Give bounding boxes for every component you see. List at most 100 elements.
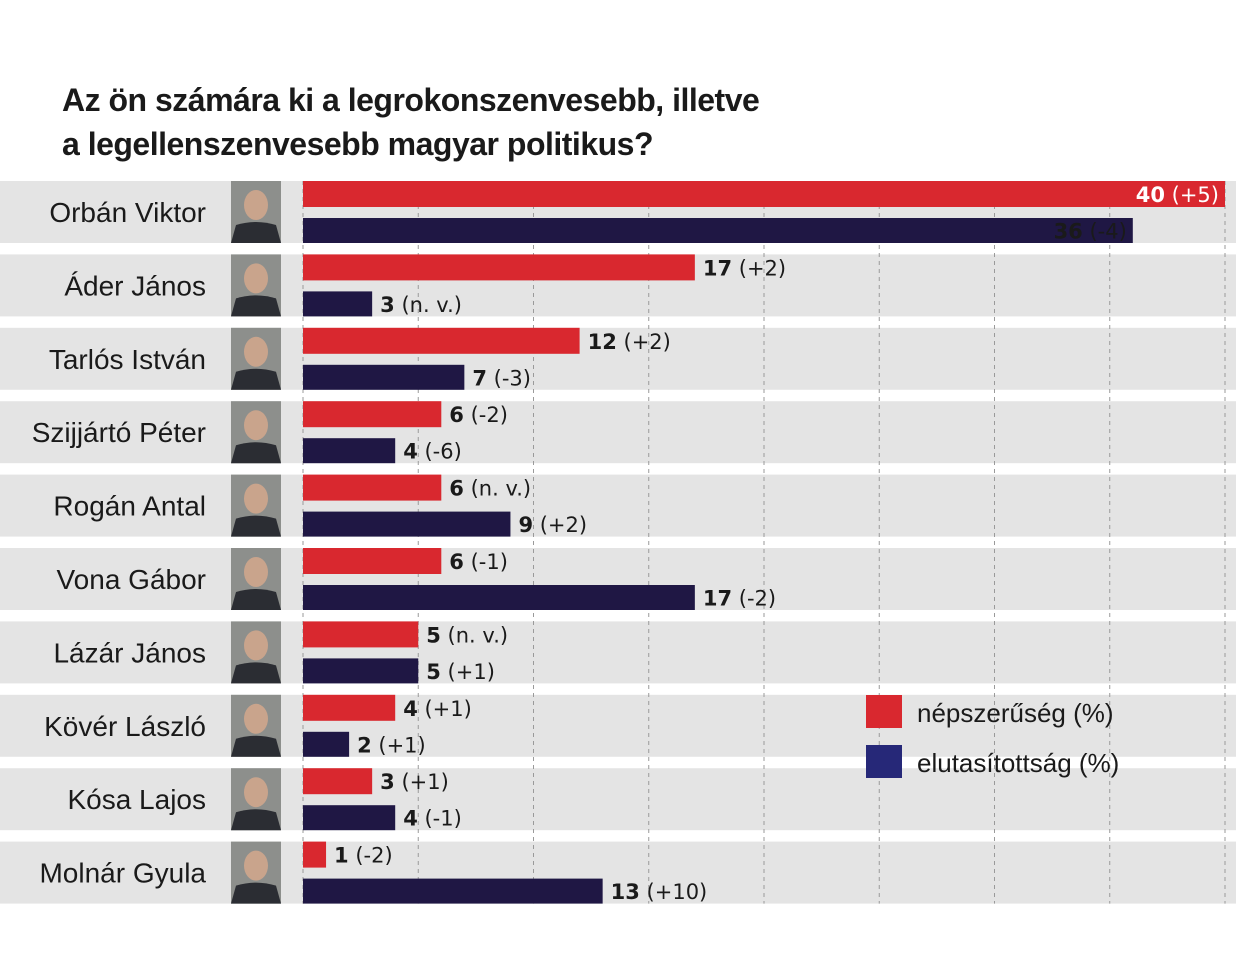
data-value: 13 [611,880,640,904]
bar-rejection [303,438,396,464]
data-label: 36 (-4) [1054,220,1127,244]
politician-photo [231,694,281,757]
data-label: 3 (+1) [380,770,449,794]
politician-photo [231,401,281,464]
data-label: 5 (+1) [426,660,495,684]
category-label: Lázár János [53,637,206,668]
bar-popularity [303,694,396,721]
photo-suit [231,368,281,390]
bar-rejection [303,878,603,904]
data-label: 9 (+2) [518,513,587,537]
legend-label: népszerűség (%) [917,698,1114,728]
category-label: Kósa Lajos [67,784,206,815]
data-value: 3 [380,770,395,794]
photo-suit [231,882,281,904]
legend-swatch [866,695,902,728]
data-change: (-4) [1083,220,1127,244]
data-value: 4 [403,440,418,464]
row-background [0,401,1236,464]
bar-popularity [303,548,442,574]
photo-face [244,263,268,294]
legend-swatch [866,745,902,778]
data-value: 2 [357,733,372,757]
politician-photo [231,181,281,243]
data-change: (-2) [349,844,393,868]
data-label: 6 (-2) [449,403,508,427]
data-change: (+1) [395,770,449,794]
data-change: (n. v.) [441,623,508,647]
row-background [0,694,1236,757]
category-label: Rogán Antal [53,491,206,522]
bar-popularity [303,841,327,868]
photo-face [244,703,268,734]
row-background [0,474,1236,537]
chart-title: Az ön számára ki a legrokonszenvesebb, i… [62,78,760,166]
bar-rejection [303,585,695,610]
data-value: 4 [403,697,418,721]
category-label: Tarlós István [49,344,206,375]
category-label: Vona Gábor [57,564,206,595]
category-label: Áder János [64,270,206,301]
data-change: (+5) [1165,183,1219,207]
bar-popularity [303,181,1225,207]
bar-rejection [303,291,373,317]
bar-rejection [303,511,511,537]
photo-suit [231,515,281,537]
data-value: 4 [403,807,418,831]
data-change: (-1) [418,807,462,831]
data-change: (-1) [464,550,508,574]
data-label: 4 (-1) [403,807,462,831]
bar-rejection [303,805,396,831]
data-label: 7 (-3) [472,366,531,390]
bar-rejection [303,218,1133,243]
data-value: 40 [1136,183,1165,207]
data-label: 4 (-6) [403,440,462,464]
data-change: (+2) [732,256,786,280]
data-change: (+1) [372,733,426,757]
data-value: 7 [472,366,487,390]
data-change: (-2) [732,587,776,611]
data-value: 3 [380,293,395,317]
politician-photo [231,841,281,904]
row-background [0,768,1236,831]
photo-face [244,190,268,220]
data-change: (-2) [464,403,508,427]
photo-face [244,410,268,441]
bar-popularity [303,327,580,354]
data-change: (+1) [418,697,472,721]
politician-photo [231,548,281,610]
data-value: 5 [426,623,441,647]
photo-suit [231,222,281,243]
photo-face [244,557,268,587]
photo-face [244,336,268,367]
data-change: (n. v.) [464,477,531,501]
data-value: 9 [518,513,533,537]
row-background [0,621,1236,684]
data-change: (-6) [418,440,462,464]
data-label: 40 (+5) [1136,183,1219,207]
category-label: Orbán Viktor [49,197,206,228]
data-value: 5 [426,660,441,684]
bar-popularity [303,474,442,501]
data-label: 3 (n. v.) [380,293,462,317]
politician-photo [231,621,281,684]
photo-face [244,630,268,661]
photo-face [244,850,268,881]
bar-rejection [303,364,465,390]
data-label: 17 (+2) [703,256,786,280]
title-line-1: Az ön számára ki a legrokonszenvesebb, i… [62,82,760,118]
data-value: 6 [449,403,464,427]
data-change: (+10) [640,880,707,904]
photo-suit [231,295,281,317]
bar-rejection [303,731,350,757]
category-label: Kövér László [44,711,206,742]
title-line-2: a legellenszenvesebb magyar politikus? [62,126,654,162]
category-label: Szijjártó Péter [32,417,206,448]
data-value: 1 [334,844,349,868]
photo-suit [231,735,281,757]
bar-popularity [303,621,419,648]
data-label: 6 (n. v.) [449,477,531,501]
data-label: 17 (-2) [703,587,776,611]
bar-rejection [303,658,419,684]
